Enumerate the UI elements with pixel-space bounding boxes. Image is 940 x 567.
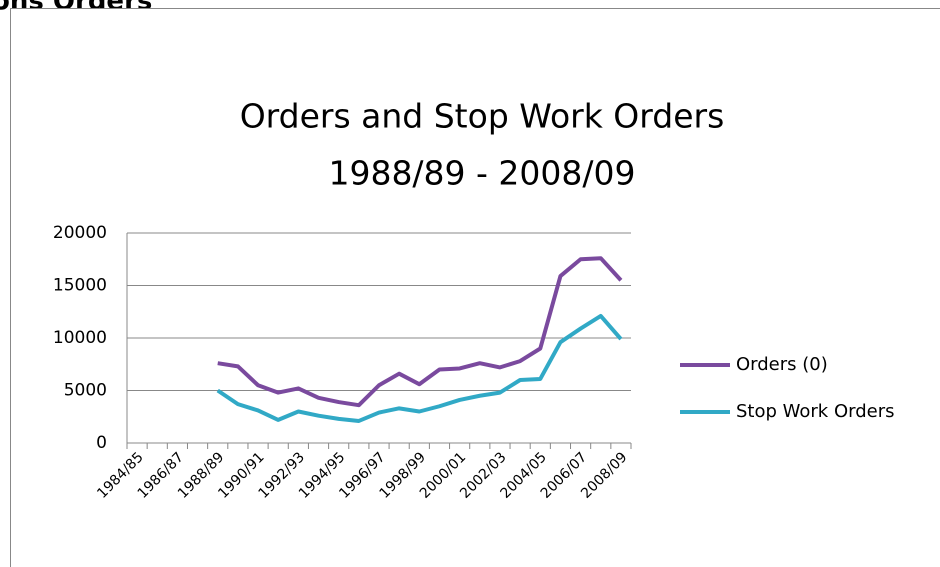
chart-frame xyxy=(10,8,940,567)
series-line xyxy=(216,313,623,423)
y-tick-label: 10000 xyxy=(53,328,107,348)
chart-title: Orders and Stop Work Orders xyxy=(240,97,725,136)
y-tick-label: 5000 xyxy=(64,381,107,401)
y-tick-label: 0 xyxy=(96,433,107,453)
chart-subtitle: 1988/89 - 2008/09 xyxy=(328,154,635,193)
legend-label: Orders (0) xyxy=(736,354,828,375)
legend-label: Stop Work Orders xyxy=(736,401,894,422)
series-line xyxy=(217,256,623,408)
y-tick-label: 20000 xyxy=(53,223,107,243)
y-tick-label: 15000 xyxy=(53,276,107,296)
